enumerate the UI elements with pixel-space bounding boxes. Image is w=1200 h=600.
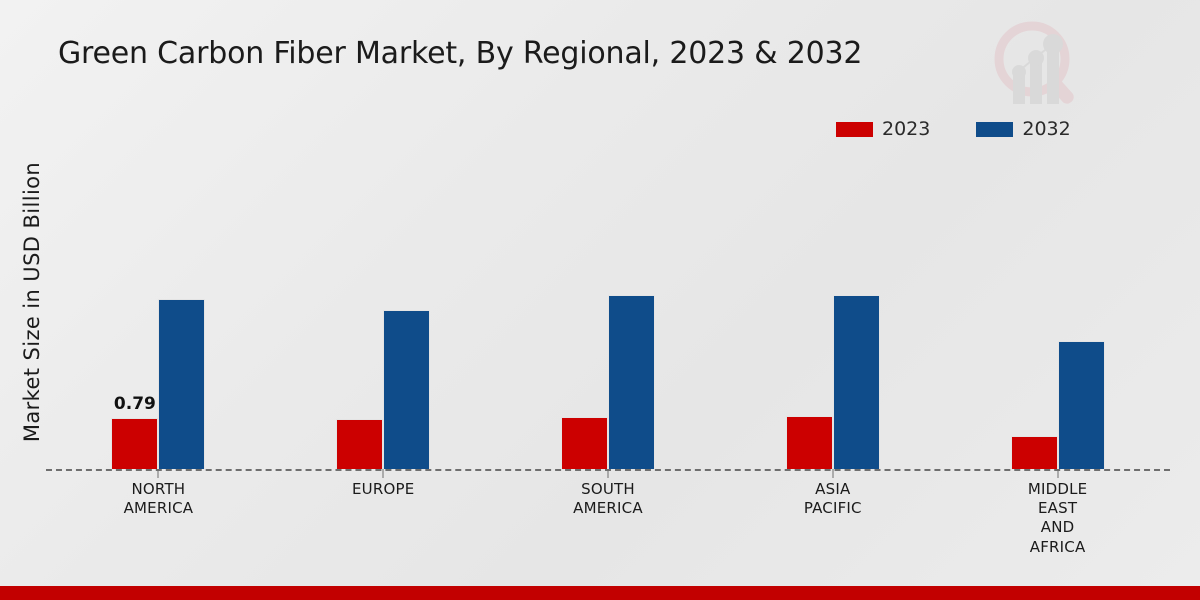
axis-tick xyxy=(1057,469,1059,478)
bar-group-south-america xyxy=(496,150,721,478)
bar-pair: 0.79 xyxy=(111,150,206,469)
x-axis-label-line: MIDDLE xyxy=(1027,480,1088,498)
x-axis-label-line: EAST xyxy=(1037,499,1078,518)
x-axis-label-line: AND xyxy=(1040,518,1075,537)
x-axis-label-line: AFRICA xyxy=(1029,537,1086,556)
legend-item-2032[interactable]: 2032 xyxy=(976,118,1071,140)
watermark-logo-icon xyxy=(985,14,1090,109)
axis-tick xyxy=(832,469,834,478)
x-axis-label-line: AMERICA xyxy=(573,499,643,518)
x-axis-label-asia-pacific: ASIA PACIFIC xyxy=(720,480,945,557)
legend-swatch-2032 xyxy=(976,122,1014,137)
x-axis-label-middle-east-and-africa: MIDDLE EAST AND AFRICA xyxy=(945,480,1170,557)
legend-label-2032: 2032 xyxy=(1022,118,1071,140)
x-axis-label-line: NORTH xyxy=(131,480,186,498)
bar-pair xyxy=(1010,150,1105,469)
legend-swatch-2023 xyxy=(836,122,873,137)
legend-label-2023: 2023 xyxy=(882,118,931,140)
bar-2023-europe[interactable] xyxy=(336,419,384,469)
axis-tick xyxy=(382,469,384,478)
x-axis-label-europe: EUROPE xyxy=(271,480,496,557)
x-axis-label-north-america: NORTH AMERICA xyxy=(46,480,271,557)
plot-area: 0.79 xyxy=(46,150,1170,478)
x-axis-label-line: PACIFIC xyxy=(803,499,862,518)
chart-legend: 2023 2032 xyxy=(836,120,1071,139)
x-axis-category-labels: NORTH AMERICA EUROPE SOUTH AMERICA ASIA … xyxy=(46,480,1170,557)
x-axis-label-south-america: SOUTH AMERICA xyxy=(496,480,721,557)
bar-2032-south-america[interactable] xyxy=(607,295,655,469)
x-axis-label-line: AMERICA xyxy=(123,499,194,518)
bar-2032-north-america[interactable] xyxy=(158,299,206,469)
bar-value-label-2023-north-america: 0.79 xyxy=(113,394,156,414)
y-axis-title: Market Size in USD Billion xyxy=(20,161,44,443)
chart-title: Green Carbon Fiber Market, By Regional, … xyxy=(58,36,863,71)
bar-group-north-america: 0.79 xyxy=(46,150,271,478)
bar-group-europe xyxy=(271,150,496,478)
bar-group-asia-pacific xyxy=(720,150,945,478)
bar-2023-middle-east-and-africa[interactable] xyxy=(1010,436,1058,469)
bottom-accent-band xyxy=(0,586,1200,600)
axis-tick xyxy=(607,469,609,478)
x-axis-label-line: EUROPE xyxy=(351,480,415,498)
axis-tick xyxy=(157,469,159,478)
bar-2023-asia-pacific[interactable] xyxy=(785,416,833,469)
bar-pair xyxy=(560,150,655,469)
axis-baseline xyxy=(46,469,1170,471)
bar-group-middle-east-and-africa xyxy=(945,150,1170,478)
bar-pair xyxy=(785,150,880,469)
bar-2032-asia-pacific[interactable] xyxy=(832,295,880,469)
x-axis-label-line: ASIA xyxy=(815,480,851,498)
x-axis-label-line: SOUTH xyxy=(581,480,635,498)
legend-item-2023[interactable]: 2023 xyxy=(836,120,930,139)
bar-2032-europe[interactable] xyxy=(383,310,431,469)
bar-2032-middle-east-and-africa[interactable] xyxy=(1057,341,1105,469)
bar-2023-south-america[interactable] xyxy=(560,417,608,469)
bar-2023-north-america[interactable]: 0.79 xyxy=(111,394,159,469)
bar-pair xyxy=(336,150,431,469)
